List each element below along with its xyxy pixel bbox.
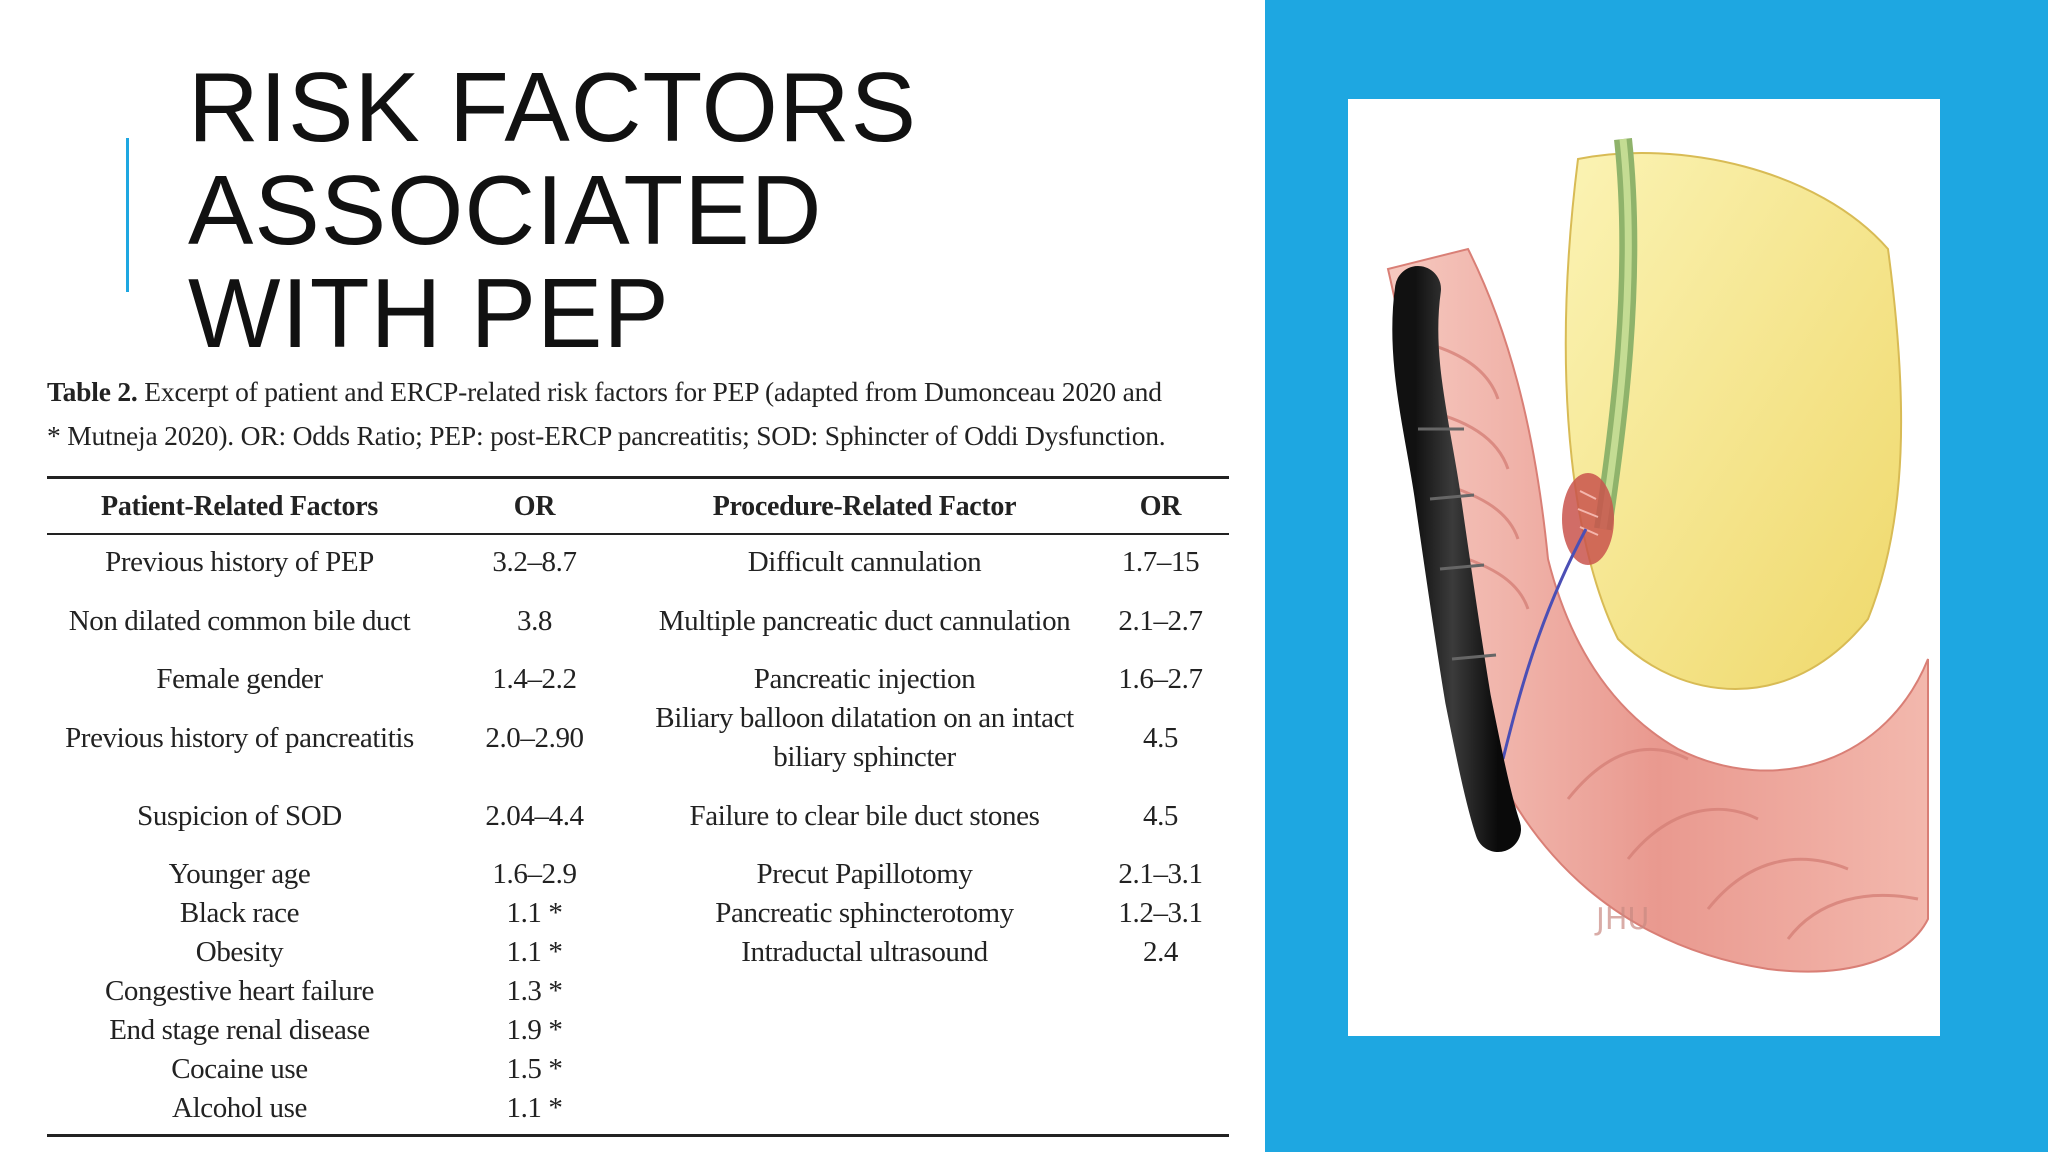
procedure-or-cell: 2.1–3.1	[1118, 858, 1203, 890]
table-row: Alcohol use 1.1 *	[47, 1089, 1229, 1137]
title-line-3: WITH PEP	[188, 258, 670, 368]
patient-or-cell: 1.1 *	[506, 936, 563, 968]
procedure-or-cell	[1092, 972, 1229, 1011]
procedure-or-cell: 2.4	[1142, 936, 1179, 968]
procedure-or-cell: 2.1–2.7	[1118, 604, 1203, 637]
procedure-or-cell: 4.5	[1142, 799, 1179, 832]
patient-or-cell: 1.1 *	[506, 897, 563, 929]
procedure-or-cell: 1.6–2.7	[1118, 663, 1203, 695]
table-row: Younger age 1.6–2.9 Precut Papillotomy 2.1–…	[47, 855, 1229, 894]
patient-or-cell: 3.8	[516, 604, 553, 637]
procedure-or-cell: 1.7–15	[1121, 546, 1200, 578]
table-row: Suspicion of SOD 2.04–4.4 Failure to clear…	[47, 777, 1229, 855]
procedure-or-cell	[1092, 1089, 1229, 1137]
procedure-factor-cell	[637, 972, 1092, 1011]
procedure-factor-cell: Pancreatic sphincterotomy	[715, 897, 1014, 929]
caption-line-2: * Mutneja 2020). OR: Odds Ratio; PEP: po…	[47, 420, 1166, 451]
table-row: Cocaine use 1.5 *	[47, 1050, 1229, 1089]
procedure-factor-cell: Difficult cannulation	[747, 546, 982, 578]
patient-or-cell: 2.0–2.90	[485, 721, 584, 754]
patient-or-cell: 1.5 *	[506, 1053, 563, 1085]
procedure-factor-cell: Multiple pancreatic duct cannulation	[658, 604, 1071, 637]
patient-or-cell: 1.4–2.2	[492, 663, 577, 695]
patient-or-cell: 1.1 *	[432, 1089, 637, 1137]
table-body: Previous history of PEP 3.2–8.7 Difficult …	[47, 534, 1229, 1137]
table-row: Previous history of PEP 3.2–8.7 Difficult …	[47, 534, 1229, 582]
table-row: Black race 1.1 * Pancreatic sphincterotomy…	[47, 894, 1229, 933]
procedure-factor-cell: Failure to clear bile duct stones	[689, 799, 1040, 832]
table-row: Previous history of pancreatitis 2.0–2.90…	[47, 699, 1229, 777]
title-line-2: ASSOCIATED	[188, 155, 823, 265]
header-procedure-factor: Procedure-Related Factor	[637, 476, 1092, 535]
patient-factor-cell: Previous history of PEP	[105, 546, 374, 578]
patient-or-cell: 2.04–4.4	[485, 799, 584, 832]
patient-or-cell: 1.9 *	[506, 1014, 563, 1046]
patient-factor-cell: Previous history of pancreatitis	[65, 721, 414, 754]
patient-factor-cell: Suspicion of SOD	[137, 799, 342, 832]
caption-line-1: Excerpt of patient and ERCP-related risk…	[144, 376, 1162, 407]
patient-or-cell: 1.3 *	[506, 975, 563, 1007]
patient-factor-cell: Younger age	[168, 858, 311, 890]
patient-factor-cell: Congestive heart failure	[104, 975, 374, 1007]
procedure-or-cell: 1.2–3.1	[1118, 897, 1203, 929]
patient-factor-cell: End stage renal disease	[109, 1014, 370, 1046]
endoscope-illustration: JHU	[1348, 99, 1940, 1036]
procedure-or-cell: 4.5	[1142, 721, 1179, 754]
procedure-factor-cell: Pancreatic injection	[753, 663, 976, 695]
header-patient-factors: Patient-Related Factors	[47, 476, 432, 535]
patient-factor-cell: Cocaine use	[171, 1053, 308, 1085]
patient-factor-cell: Obesity	[195, 936, 284, 968]
risk-table-figure: Table 2. Excerpt of patient and ERCP-rel…	[47, 370, 1229, 1137]
header-or-procedure: OR	[1092, 476, 1229, 535]
caption-label: Table 2.	[47, 376, 138, 407]
title-accent-bar	[126, 138, 129, 292]
table-row: Non dilated common bile duct 3.8 Multiple …	[47, 582, 1229, 660]
procedure-factor-cell	[637, 1050, 1092, 1089]
patient-or-cell: 1.6–2.9	[492, 858, 577, 890]
procedure-factor-cell	[637, 1089, 1092, 1137]
procedure-factor-cell: Precut Papillotomy	[756, 858, 973, 890]
header-or-patient: OR	[432, 476, 637, 535]
patient-factor-cell: Black race	[179, 897, 300, 929]
procedure-factor-cell: Biliary balloon dilatation on an intact …	[655, 702, 1074, 773]
patient-factor-cell: Non dilated common bile duct	[68, 604, 411, 637]
title-line-1: RISK FACTORS	[188, 52, 918, 162]
table-header-row: Patient-Related Factors OR Procedure-Rel…	[47, 476, 1229, 535]
table-row: End stage renal disease 1.9 *	[47, 1011, 1229, 1050]
table-row: Female gender 1.4–2.2 Pancreatic injection…	[47, 660, 1229, 699]
table-caption: Table 2. Excerpt of patient and ERCP-rel…	[47, 370, 1229, 458]
patient-or-cell: 3.2–8.7	[492, 546, 577, 578]
procedure-factor-cell: Intraductal ultrasound	[741, 936, 988, 968]
patient-factor-cell: Female gender	[156, 663, 323, 695]
endoscope-duodenum-icon: JHU	[1386, 138, 1929, 973]
risk-factors-table: Patient-Related Factors OR Procedure-Rel…	[47, 476, 1229, 1137]
procedure-factor-cell	[637, 1011, 1092, 1050]
procedure-or-cell	[1092, 1011, 1229, 1050]
procedure-or-cell	[1092, 1050, 1229, 1089]
table-row: Obesity 1.1 * Intraductal ultrasound 2.4	[47, 933, 1229, 972]
illustration-watermark: JHU	[1594, 902, 1649, 937]
slide-title: RISK FACTORS ASSOCIATED WITH PEP	[188, 56, 1188, 365]
patient-factor-cell: Alcohol use	[47, 1089, 432, 1137]
table-row: Congestive heart failure 1.3 *	[47, 972, 1229, 1011]
